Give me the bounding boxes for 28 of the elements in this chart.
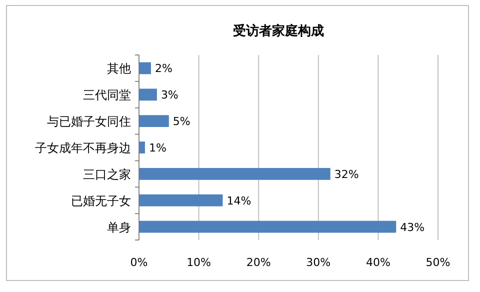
bar: [139, 115, 169, 128]
y-tick-label: 单身: [107, 220, 131, 234]
y-tick-label: 与已婚子女同住: [47, 114, 131, 129]
x-tick-label: 20%: [246, 256, 271, 269]
bar: [139, 194, 223, 206]
data-label: 3%: [160, 88, 178, 102]
bar: [139, 220, 396, 233]
chart-title: 受访者家庭构成: [232, 23, 324, 39]
x-tick-label: 10%: [186, 256, 212, 269]
data-label: 14%: [226, 194, 252, 208]
data-label: 43%: [400, 220, 425, 234]
x-tick-label: 50%: [426, 256, 450, 269]
bar: [139, 88, 157, 101]
y-tick-label: 已婚无子女: [71, 194, 131, 208]
x-tick-label: 0%: [130, 256, 148, 269]
y-tick-label: 其他: [107, 62, 131, 76]
x-tick-label: 40%: [366, 256, 390, 269]
y-tick-label: 子女成年不再身边: [35, 141, 131, 155]
bar: [139, 62, 151, 74]
y-tick-label: 三代同堂: [83, 88, 131, 102]
data-label: 1%: [148, 142, 166, 154]
data-label: 5%: [172, 115, 190, 128]
y-tick-label: 三口之家: [83, 167, 131, 182]
bar: [139, 168, 330, 180]
data-label: 32%: [334, 168, 359, 181]
bar: [139, 142, 145, 154]
data-label: 2%: [154, 62, 172, 76]
x-tick-label: 30%: [306, 256, 331, 269]
